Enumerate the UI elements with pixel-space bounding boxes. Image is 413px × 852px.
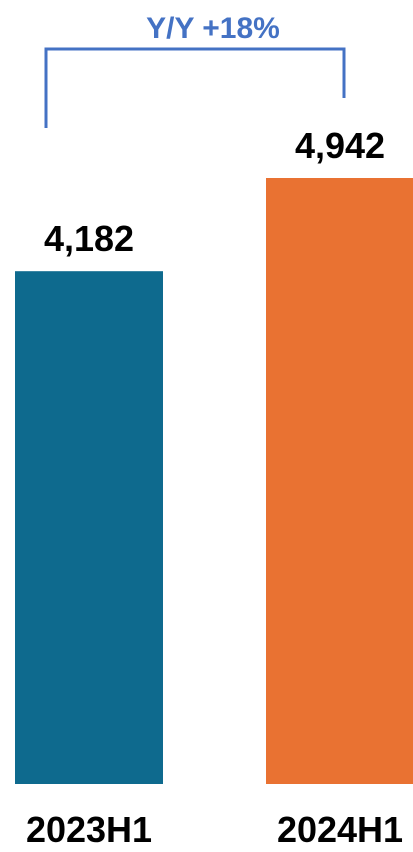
category-label-2023h1: 2023H1	[26, 809, 152, 850]
bar-2023h1	[15, 271, 163, 784]
bar-2024h1	[266, 178, 413, 784]
growth-bracket	[44, 47, 346, 128]
value-label-2024h1: 4,942	[295, 125, 385, 166]
value-label-2023h1: 4,182	[44, 218, 134, 259]
growth-annotation-label: Y/Y +18%	[146, 12, 280, 45]
category-label-2024h1: 2024H1	[277, 809, 403, 850]
